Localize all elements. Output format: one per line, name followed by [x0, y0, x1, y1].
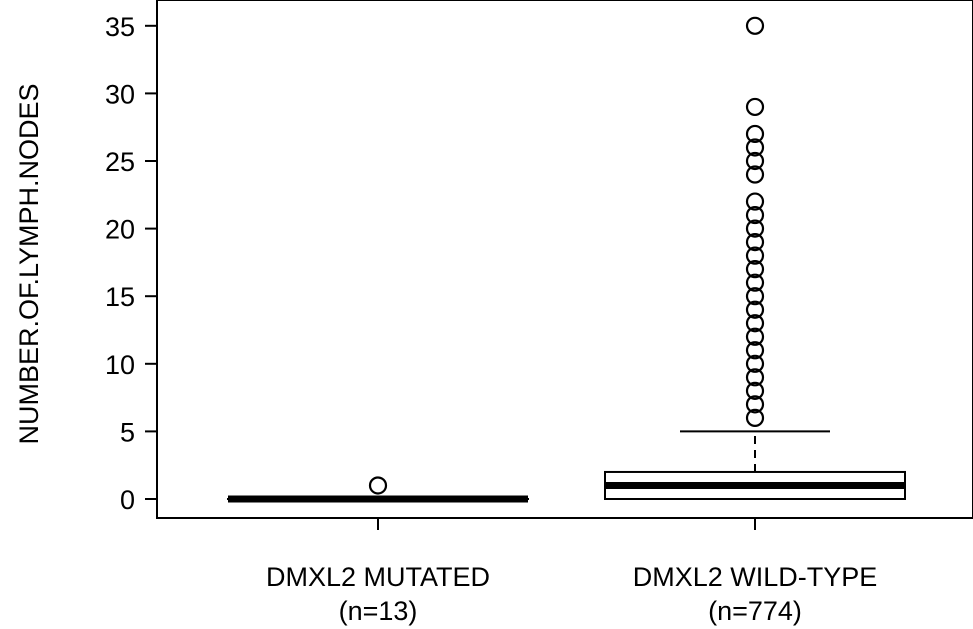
outlier-point: [745, 97, 765, 117]
box-group: [227, 476, 529, 503]
outlier-point: [745, 151, 765, 171]
y-tick-label: 10: [105, 350, 135, 380]
outlier-point: [745, 381, 765, 400]
outlier-point: [745, 273, 765, 292]
y-tick-label: 0: [120, 485, 135, 515]
y-tick-label: 25: [105, 147, 135, 177]
outlier-point: [745, 341, 765, 360]
x-tick-label: DMXL2 MUTATED: [266, 562, 490, 592]
y-tick-label: 5: [120, 417, 135, 447]
outlier-point: [745, 300, 765, 319]
outlier-point: [745, 395, 765, 414]
x-tick-sample-size: (n=774): [708, 596, 802, 626]
outlier-point: [745, 219, 765, 238]
outlier-point: [745, 314, 765, 333]
outlier-point: [745, 205, 765, 225]
outlier-point: [745, 16, 765, 35]
y-tick-label: 20: [105, 215, 135, 245]
outlier-point: [745, 233, 765, 252]
outlier-point: [745, 408, 765, 427]
outlier-point: [745, 124, 765, 144]
x-axis: DMXL2 MUTATED (n=13) DMXL2 WILD-TYPE (n=774…: [266, 518, 877, 626]
y-tick-label: 35: [105, 12, 135, 42]
outlier-point: [745, 246, 765, 265]
outlier-point: [745, 287, 765, 306]
outlier-point: [745, 327, 765, 346]
plot-frame: [156, 0, 973, 519]
y-axis-label: NUMBER.OF.LYMPH.NODES: [14, 83, 44, 444]
boxes: [227, 16, 906, 503]
x-tick-sample-size: (n=13): [339, 596, 418, 626]
outlier-point: [745, 138, 765, 157]
x-tick-label: DMXL2 WILD-TYPE: [633, 562, 878, 592]
outlier-point: [745, 260, 765, 279]
y-tick-label: 15: [105, 282, 135, 312]
box-group: [604, 16, 906, 500]
outlier-point: [745, 192, 765, 211]
y-axis: 0 5 10 15 20 25 30 35: [105, 12, 158, 515]
outlier-point: [745, 354, 765, 373]
outlier-point: [745, 165, 765, 184]
outlier-point: [745, 368, 765, 387]
y-tick-label: 30: [105, 79, 135, 109]
outlier-point: [368, 476, 388, 495]
